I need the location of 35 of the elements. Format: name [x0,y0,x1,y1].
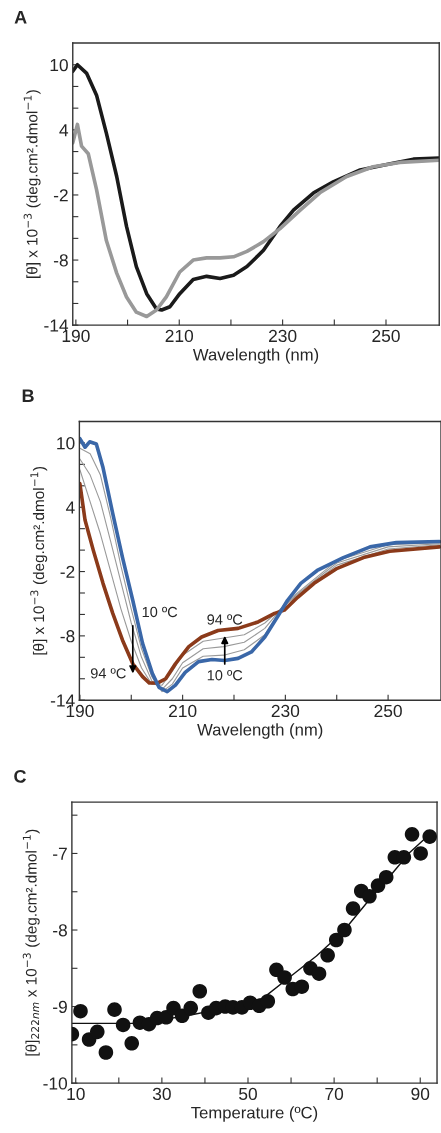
x-tick-label: 50 [239,1087,257,1101]
y-tick-label: -8 [60,630,75,643]
y-tick-label: -8 [53,254,68,267]
annotation: 94 ºC [207,614,243,625]
y-axis-title: [θ] x 10$^{−3}$ (deg.cm².dmol$^{−1}$) [30,466,48,655]
y-tick-label: -2 [53,189,68,202]
x-tick-label: 230 [269,329,297,343]
y-tick-label: -7 [53,847,67,860]
annotation: 10 ºC [207,670,243,681]
chart-title: B [22,389,34,402]
x-axis-title: Temperature (ºC) [191,1106,318,1122]
x-axis-title: Wavelength (nm) [197,723,323,739]
x-tick-label: 230 [271,704,300,718]
x-tick-label: 30 [152,1087,171,1101]
y-axis-title: [θ]$_{222nm}$ x 10$^{−3}$ (deg.cm².dmol$^{−1}$) [22,829,40,1056]
x-tick-label: 250 [372,329,400,343]
y-tick-label: 10 [57,437,75,450]
y-tick-label: -8 [53,924,67,937]
x-axis-title: Wavelength (nm) [192,348,319,364]
chart-title: C [14,769,27,783]
x-tick-label: 250 [374,704,402,718]
x-tick-label: 70 [325,1087,344,1101]
y-tick-label: 4 [65,501,75,514]
y-tick-label: -9 [53,1000,67,1014]
chart-title: A [14,11,27,24]
annotation: 10 ºC [142,606,178,618]
y-tick-label: 4 [59,124,69,137]
x-tick-label: 210 [165,329,194,343]
y-axis-title: [θ] x 10$^{−3}$ (deg.cm².dmol$^{−1}$) [23,90,41,278]
annotation: 94 ºC [90,668,126,679]
x-tick-label: 90 [411,1087,430,1101]
y-tick-label: -2 [60,565,75,578]
y-tick-label: -10 [43,1077,68,1090]
y-tick-label: 10 [50,58,68,72]
x-tick-label: 210 [169,704,197,718]
